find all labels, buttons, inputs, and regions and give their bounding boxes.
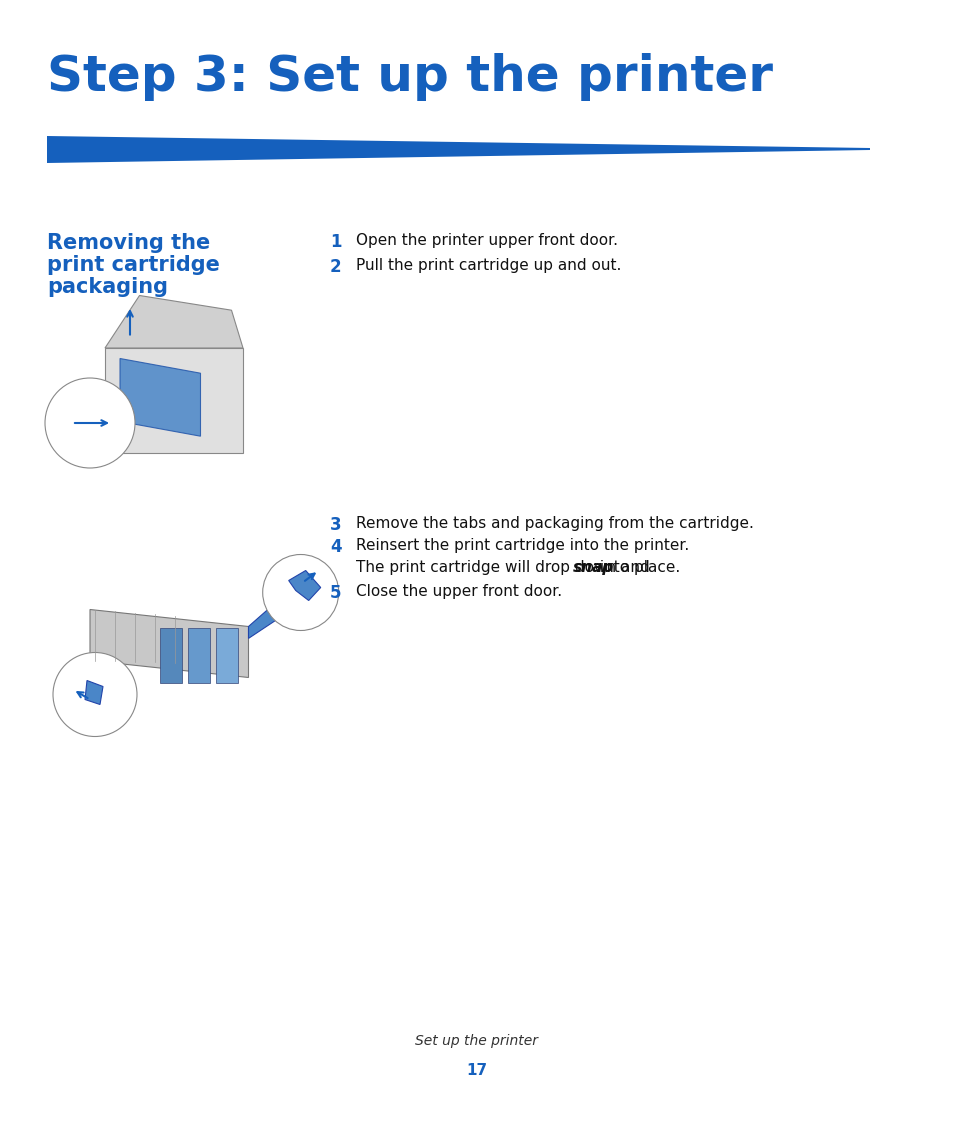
Text: Remove the tabs and packaging from the cartridge.: Remove the tabs and packaging from the c… (355, 516, 753, 531)
FancyBboxPatch shape (105, 348, 243, 453)
Text: into place.: into place. (594, 560, 679, 576)
Bar (215, 628, 237, 682)
Bar (160, 628, 182, 682)
Text: print cartridge: print cartridge (47, 255, 219, 275)
Text: 17: 17 (466, 1063, 487, 1077)
Polygon shape (85, 681, 103, 705)
Polygon shape (120, 358, 200, 436)
Text: The print cartridge will drop down and: The print cartridge will drop down and (355, 560, 654, 576)
Text: 4: 4 (330, 538, 341, 556)
Text: Removing the: Removing the (47, 233, 210, 253)
Text: Reinsert the print cartridge into the printer.: Reinsert the print cartridge into the pr… (355, 538, 688, 553)
Text: 2: 2 (330, 258, 341, 276)
Text: packaging: packaging (47, 276, 168, 297)
Text: Pull the print cartridge up and out.: Pull the print cartridge up and out. (355, 258, 620, 273)
Polygon shape (248, 600, 292, 638)
Polygon shape (105, 296, 243, 348)
Polygon shape (289, 571, 320, 600)
Bar (188, 628, 210, 682)
Text: 3: 3 (330, 516, 341, 534)
Circle shape (53, 653, 137, 736)
Text: Set up the printer: Set up the printer (416, 1034, 537, 1048)
Text: 5: 5 (330, 583, 341, 602)
Text: 1: 1 (330, 233, 341, 252)
Polygon shape (90, 610, 248, 678)
Text: snap: snap (572, 560, 613, 576)
Polygon shape (47, 136, 869, 163)
Circle shape (262, 554, 338, 630)
Circle shape (45, 378, 135, 468)
Text: Step 3: Set up the printer: Step 3: Set up the printer (47, 53, 772, 101)
Text: Open the printer upper front door.: Open the printer upper front door. (355, 233, 618, 248)
Text: Close the upper front door.: Close the upper front door. (355, 583, 561, 599)
